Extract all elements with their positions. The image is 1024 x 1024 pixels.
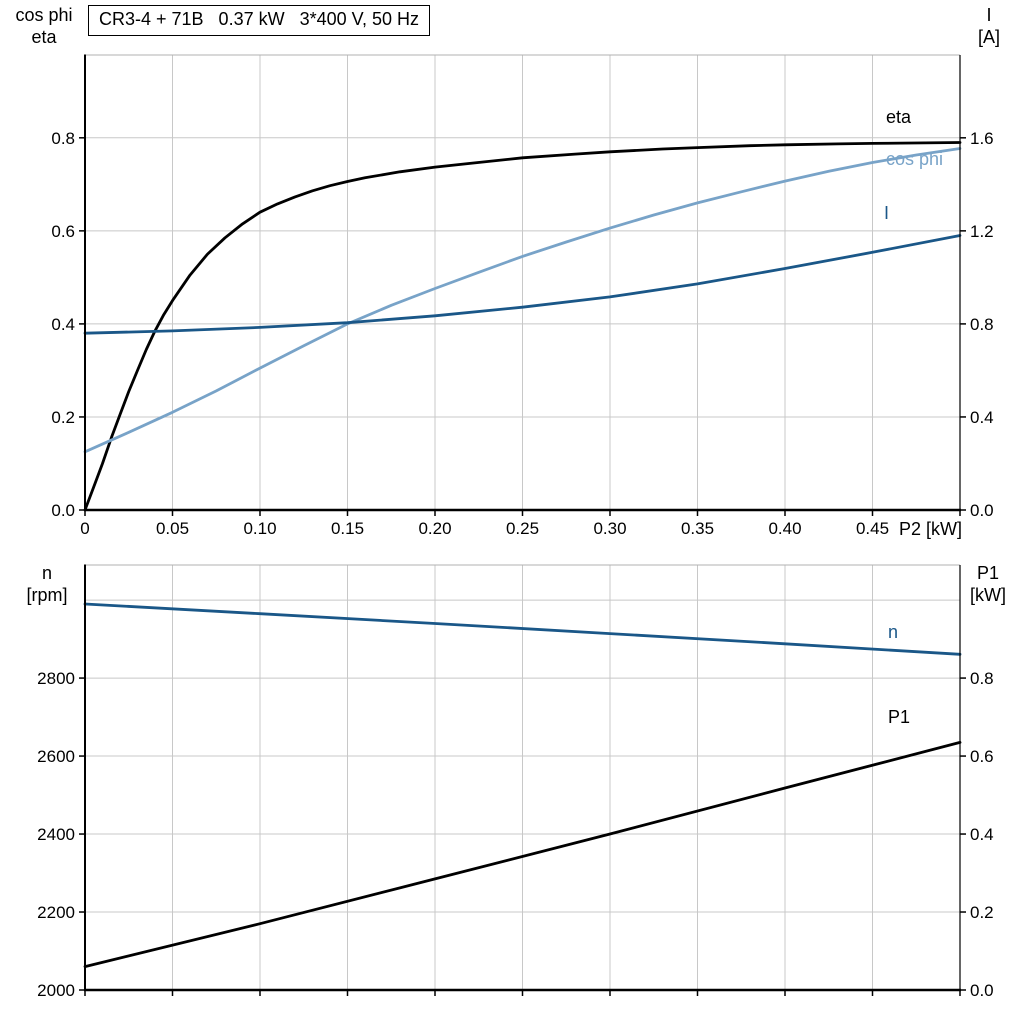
svg-text:0.0: 0.0 [970, 981, 994, 1000]
svg-text:0.4: 0.4 [51, 315, 75, 334]
curve-eta [83, 141, 962, 512]
svg-text:0.30: 0.30 [593, 519, 626, 538]
axis-label-current: I [986, 5, 992, 25]
svg-text:0.8: 0.8 [970, 315, 994, 334]
svg-text:0.10: 0.10 [243, 519, 276, 538]
svg-text:0.8: 0.8 [970, 669, 994, 688]
curve-speed [83, 602, 962, 656]
svg-text:0.20: 0.20 [418, 519, 451, 538]
svg-text:0.2: 0.2 [51, 408, 75, 427]
svg-text:0.40: 0.40 [768, 519, 801, 538]
x-axis-label-p2: P2 [kW] [898, 519, 962, 539]
svg-text:0: 0 [80, 519, 89, 538]
svg-text:0.0: 0.0 [970, 501, 994, 520]
svg-text:0.35: 0.35 [681, 519, 714, 538]
svg-text:2600: 2600 [37, 747, 75, 766]
svg-text:2400: 2400 [37, 825, 75, 844]
bottom-right-axis-title: P1 [kW] [956, 562, 1020, 606]
axis-label-current-unit: [A] [977, 27, 1000, 47]
curve-current [83, 234, 962, 335]
svg-text:0.8: 0.8 [51, 129, 75, 148]
curve-label-eta: eta [886, 107, 912, 127]
bottom-left-axis-title: n [rpm] [12, 562, 82, 606]
curve-label-speed: n [888, 622, 899, 642]
svg-text:1.6: 1.6 [970, 129, 994, 148]
svg-text:0.2: 0.2 [970, 903, 994, 922]
axis-label-speed-unit: [rpm] [26, 585, 68, 605]
svg-text:0.0: 0.0 [51, 501, 75, 520]
svg-text:0.45: 0.45 [856, 519, 889, 538]
axis-label-eta: eta [31, 27, 57, 47]
svg-text:2200: 2200 [37, 903, 75, 922]
top-right-axis-title: I [A] [960, 4, 1018, 48]
axis-label-p1-unit: [kW] [970, 585, 1006, 605]
curve-label-p1: P1 [888, 707, 911, 727]
axis-label-speed: n [41, 563, 52, 583]
svg-text:0.6: 0.6 [970, 747, 994, 766]
curve-cos-phi [83, 147, 962, 454]
curve-label-cos-phi: cos phi [886, 149, 944, 169]
svg-text:1.2: 1.2 [970, 222, 994, 241]
svg-text:0.15: 0.15 [331, 519, 364, 538]
svg-text:0.25: 0.25 [506, 519, 539, 538]
svg-text:0.05: 0.05 [156, 519, 189, 538]
svg-text:2000: 2000 [37, 981, 75, 1000]
top-left-axis-title: cos phi eta [6, 4, 82, 48]
curve-label-current: I [884, 203, 890, 223]
svg-text:0.6: 0.6 [51, 222, 75, 241]
axis-label-cos-phi: cos phi [15, 5, 73, 25]
curve-power-p1 [83, 741, 962, 968]
svg-text:2800: 2800 [37, 669, 75, 688]
axis-label-p1: P1 [976, 563, 1000, 583]
svg-text:0.4: 0.4 [970, 825, 994, 844]
chart-title-box: CR3-4 + 71B 0.37 kW 3*400 V, 50 Hz [88, 5, 431, 36]
svg-text:0.4: 0.4 [970, 408, 994, 427]
